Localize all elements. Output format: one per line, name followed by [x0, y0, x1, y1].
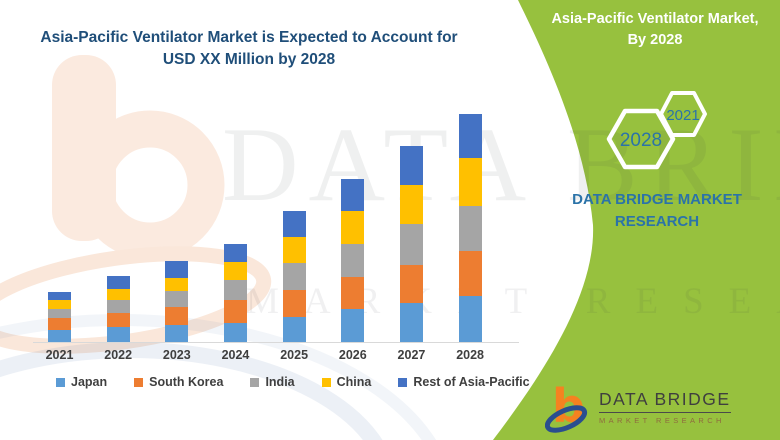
legend-swatch-icon	[398, 377, 408, 387]
x-axis-label-2026: 2026	[338, 348, 367, 362]
bar-segment-china	[458, 158, 482, 206]
bar-segment-japan	[341, 309, 365, 342]
x-axis-label-2023: 2023	[162, 348, 191, 362]
chart-legend: Japan South Korea India China Rest of Asia-P…	[56, 375, 530, 389]
bar-segment-china	[48, 300, 71, 309]
bar-segment-south-korea	[165, 307, 189, 325]
brand-name-text: DATA BRIDGE MARKET RESEARCH	[552, 189, 762, 233]
bar-segment-china	[223, 262, 247, 280]
legend-swatch-icon	[250, 377, 260, 387]
bar-segment-rest-of-asia-pacific	[223, 244, 247, 262]
bar-segment-india	[48, 309, 71, 318]
bar-segment-south-korea	[399, 265, 423, 303]
hexagon-2028-label: 2028	[620, 130, 662, 151]
hexagon-2028-icon	[606, 108, 676, 170]
bar-segment-china	[282, 237, 306, 263]
hexagon-2021-icon	[659, 91, 707, 137]
legend-label: India	[265, 375, 295, 389]
legend-label: China	[336, 375, 372, 389]
bar-segment-rest-of-asia-pacific	[399, 146, 423, 185]
x-axis-label-2028: 2028	[456, 348, 485, 362]
bar-segment-rest-of-asia-pacific	[106, 276, 130, 289]
x-axis-label-2027: 2027	[397, 348, 426, 362]
bar-segment-south-korea	[282, 290, 306, 317]
bar-segment-rest-of-asia-pacific	[48, 292, 71, 300]
bar-segment-china	[341, 211, 365, 244]
bar-segment-india	[399, 224, 423, 265]
bar-segment-japan	[223, 323, 247, 342]
bar-segment-china	[106, 289, 130, 300]
chart-title-line1: Asia-Pacific Ventilator Market is Expect…	[40, 29, 458, 46]
legend-item-rest-of-asia-pacific: Rest of Asia-Pacific	[398, 375, 530, 389]
data-bridge-logo: b DATA BRIDGE MARKET RESEARCH	[545, 382, 731, 434]
bar-segment-japan	[458, 296, 482, 342]
legend-label: South Korea	[149, 375, 224, 389]
bar-segment-japan	[282, 317, 306, 342]
bar-segment-rest-of-asia-pacific	[458, 114, 482, 158]
bar-segment-india	[282, 263, 306, 290]
legend-item-india: India	[250, 375, 295, 389]
brand-name-line1: DATA BRIDGE MARKET	[572, 191, 742, 208]
hexagon-2021-label: 2021	[666, 107, 699, 124]
bar-segment-china	[165, 278, 189, 291]
bar-2023	[165, 261, 189, 342]
bar-segment-china	[399, 185, 423, 224]
chart-title-line2: USD XX Million by 2028	[162, 51, 336, 68]
bar-segment-south-korea	[458, 251, 482, 296]
logo-name-text: DATA BRIDGE	[599, 389, 731, 413]
panel-heading-line2: By 2028	[627, 32, 683, 48]
x-axis-line	[33, 342, 519, 343]
legend-item-south-korea: South Korea	[134, 375, 223, 389]
legend-swatch-icon	[134, 377, 144, 387]
bar-segment-japan	[165, 325, 189, 342]
bar-segment-india	[106, 300, 130, 313]
bar-segment-india	[223, 280, 247, 300]
bar-2027	[399, 146, 423, 342]
x-axis-label-2025: 2025	[280, 348, 309, 362]
x-axis-label-2021: 2021	[45, 348, 74, 362]
bar-segment-india	[458, 206, 482, 251]
bar-2026	[341, 179, 365, 342]
bar-segment-india	[341, 244, 365, 277]
bar-2025	[282, 211, 306, 342]
brand-name-line2: RESEARCH	[614, 213, 700, 230]
bar-segment-south-korea	[48, 318, 71, 330]
stacked-bar-chart: 2021 2022 2023 2024 2025 2026 2027 2028	[33, 100, 520, 362]
bar-segment-south-korea	[223, 300, 247, 323]
legend-item-japan: Japan	[56, 375, 107, 389]
bar-2028	[458, 114, 482, 342]
hexagon-years-graphic: 2028 2021	[606, 91, 707, 170]
bar-2021	[48, 292, 71, 342]
bar-2022	[106, 276, 130, 342]
bar-segment-rest-of-asia-pacific	[165, 261, 189, 278]
logo-subtitle-text: MARKET RESEARCH	[599, 416, 725, 425]
bar-segment-rest-of-asia-pacific	[341, 179, 365, 211]
bar-segment-japan	[106, 327, 130, 342]
bar-segment-japan	[399, 303, 423, 342]
legend-item-china: China	[321, 375, 372, 389]
bar-2024	[223, 244, 247, 342]
x-axis-label-2024: 2024	[221, 348, 250, 362]
bar-segment-south-korea	[341, 277, 365, 309]
bar-segment-japan	[48, 330, 71, 342]
legend-swatch-icon	[321, 377, 331, 387]
legend-label: Rest of Asia-Pacific	[413, 375, 530, 389]
bar-segment-india	[165, 291, 189, 307]
legend-swatch-icon	[56, 377, 65, 387]
legend-label: Japan	[71, 375, 108, 389]
bar-segment-rest-of-asia-pacific	[282, 211, 306, 237]
chart-title: Asia-Pacific Ventilator Market is Expect…	[18, 27, 480, 71]
panel-heading: Asia-Pacific Ventilator Market, By 2028	[540, 9, 770, 51]
logo-b-icon: b	[545, 382, 588, 433]
bar-segment-south-korea	[106, 313, 130, 327]
x-axis-label-2022: 2022	[104, 348, 133, 362]
panel-heading-line1: Asia-Pacific Ventilator Market,	[551, 11, 759, 27]
